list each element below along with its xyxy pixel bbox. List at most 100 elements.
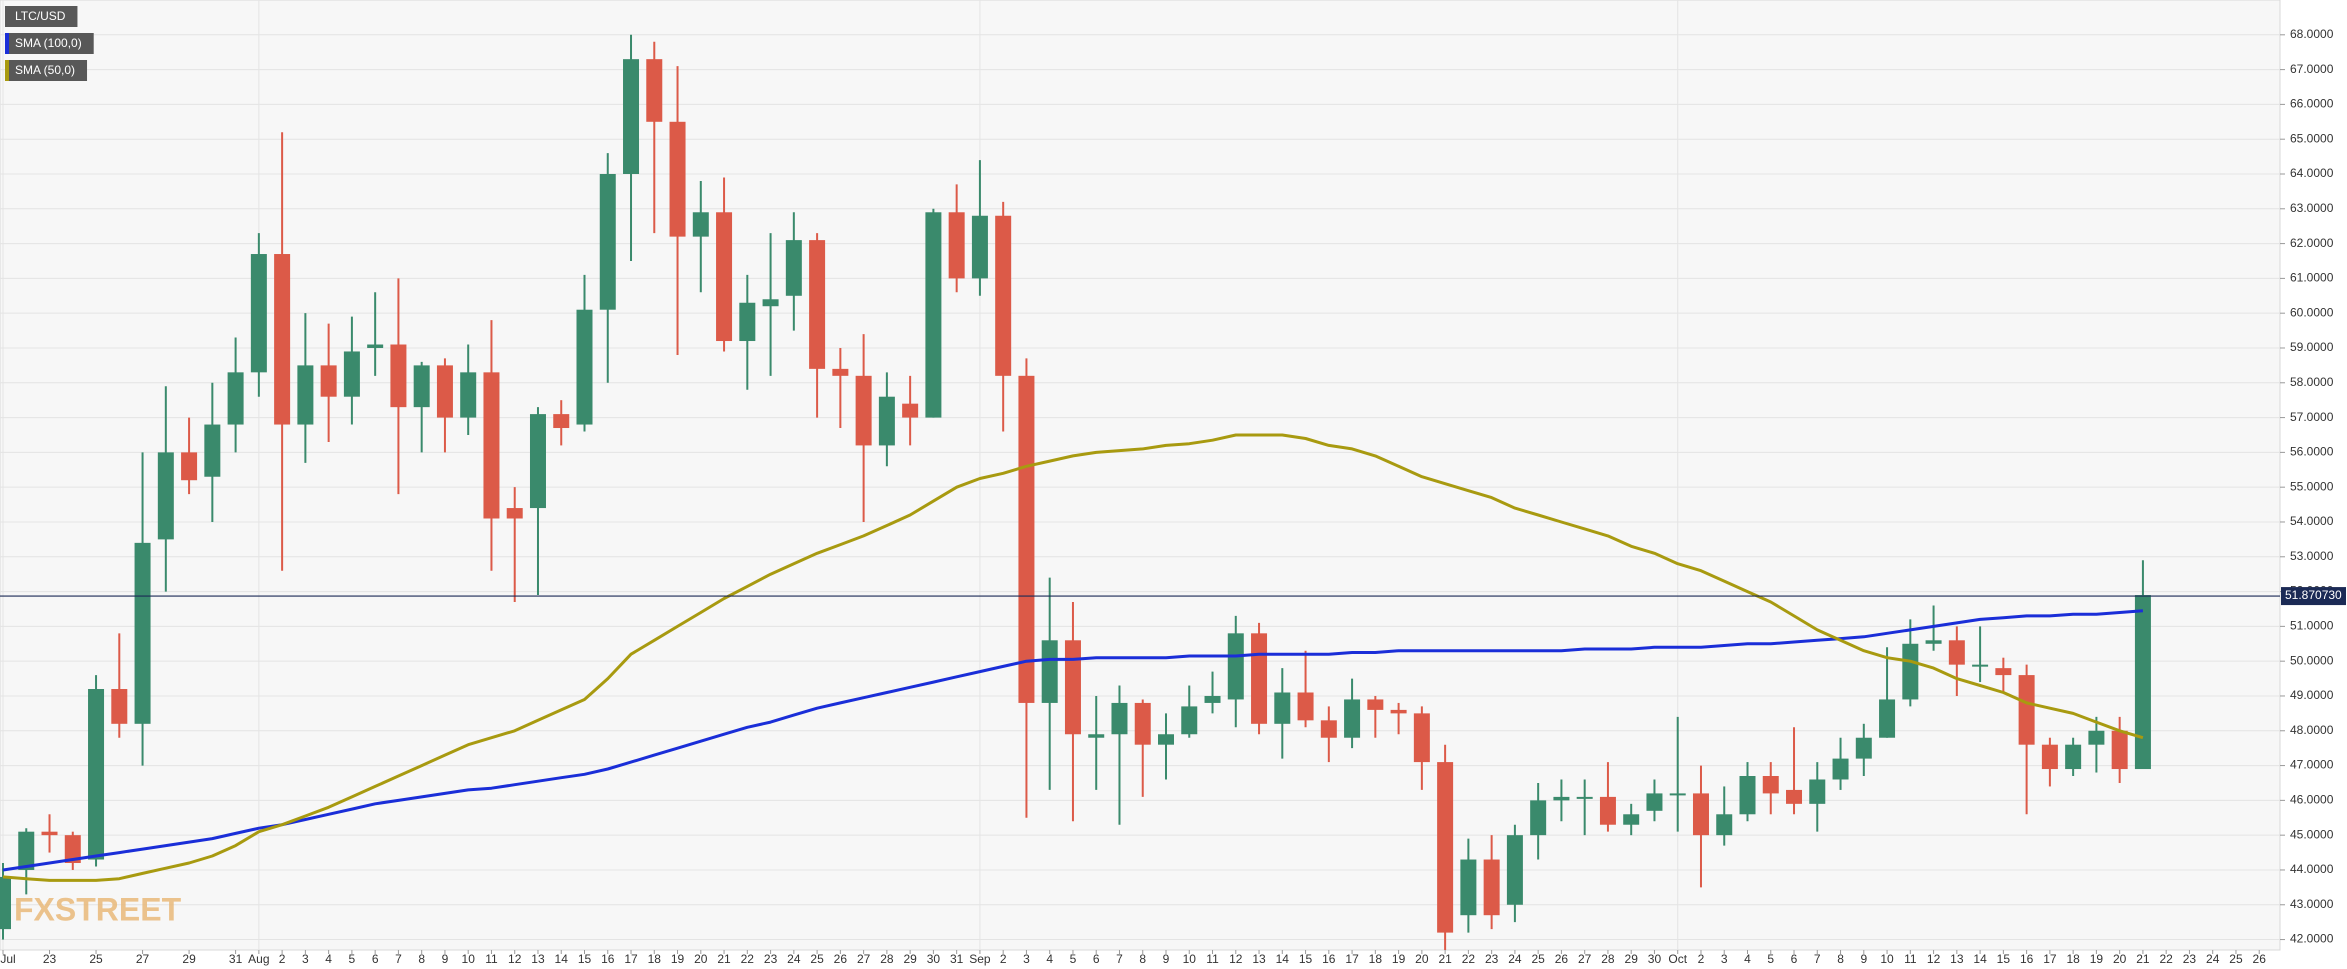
candle-body [1297,692,1314,721]
x-tick-label: 30 [1648,952,1662,966]
y-tick-label: 63.0000 [2290,201,2334,215]
x-tick-label: 7 [1116,952,1123,966]
y-tick-label: 51.0000 [2290,619,2334,633]
candle-body [1413,713,1430,763]
candle-body [1692,793,1709,836]
candle-body [1088,734,1105,738]
candle-body [390,344,407,408]
x-tick-label: 13 [1252,952,1266,966]
candle-body [1902,643,1919,700]
candle-body [1948,640,1965,665]
candle-body [181,452,198,481]
x-tick-label: 25 [810,952,824,966]
candle-body [436,365,453,418]
y-tick-label: 57.0000 [2290,410,2334,424]
legend-swatch [5,60,9,81]
candle-body [576,309,593,425]
x-tick-label: 16 [601,952,615,966]
y-tick-label: 55.0000 [2290,479,2334,493]
candle-body [1995,668,2012,676]
candle-body [1204,695,1221,703]
x-tick-label: 7 [395,952,402,966]
x-tick-label: 16 [1322,952,1336,966]
x-tick-label: 19 [671,952,685,966]
x-tick-label: 27 [857,952,871,966]
legend-box [5,6,78,27]
x-tick-label: 30 [927,952,941,966]
candle-body [320,365,337,397]
x-tick-label: 2 [279,952,286,966]
x-tick-label: 6 [372,952,379,966]
x-tick-label: 31 [950,952,964,966]
candle-body [1367,699,1384,710]
candle-body [1158,734,1174,745]
x-tick-label: 18 [648,952,662,966]
y-tick-label: 47.0000 [2290,758,2334,772]
legend-label: LTC/USD [15,9,66,23]
y-tick-label: 67.0000 [2290,62,2334,76]
legend-box [5,33,94,54]
x-tick-label: 18 [1369,952,1383,966]
x-tick-label: 2 [1000,952,1007,966]
x-tick-label: 25 [2229,952,2243,966]
x-tick-label: 15 [578,952,592,966]
candle-body [1623,814,1640,825]
x-tick-label: 5 [1767,952,1774,966]
x-tick-label: 10 [1880,952,1894,966]
x-tick-label: 29 [1625,952,1639,966]
x-tick-label: 21 [717,952,731,966]
candle-body [1739,776,1756,815]
y-tick-label: 43.0000 [2290,897,2334,911]
x-tick-label: 12 [508,952,522,966]
y-tick-label: 60.0000 [2290,305,2334,319]
y-tick-label: 68.0000 [2290,27,2334,41]
y-tick-label: 46.0000 [2290,793,2334,807]
grid [0,0,2280,950]
x-tick-label: 29 [903,952,917,966]
y-tick-label: 56.0000 [2290,445,2334,459]
candle-body [1227,633,1244,700]
y-tick-label: 61.0000 [2290,271,2334,285]
x-tick-label: 21 [1438,952,1452,966]
candle-body [553,414,570,429]
candle-body [948,212,965,279]
candle-body [0,876,11,930]
x-tick-label: 10 [462,952,476,966]
x-tick-label: 20 [2113,952,2127,966]
y-tick-label: 48.0000 [2290,723,2334,737]
candle-body [785,240,802,296]
candle-body [1460,859,1477,916]
candle-body [762,299,779,307]
candle-body [855,375,872,446]
x-tick-label: 27 [136,952,150,966]
candle-body [64,835,81,864]
x-tick-label: 22 [2160,952,2174,966]
x-tick-label: 17 [2043,952,2057,966]
x-tick-label: 7 [1814,952,1821,966]
y-tick-label: 59.0000 [2290,340,2334,354]
x-tick-label: 9 [1163,952,1170,966]
candle-body [1064,640,1081,735]
x-tick-label: Aug [248,952,269,966]
x-tick-label: 12 [1229,952,1243,966]
candle-body [483,372,500,519]
candle-body [1832,758,1849,780]
x-tick-label: 14 [555,952,569,966]
candle-body [41,831,58,836]
candle-body [1111,702,1128,735]
x-tick-label: 23 [764,952,778,966]
y-tick-label: 65.0000 [2290,131,2334,145]
candle-body [18,831,35,870]
candle-body [692,212,709,237]
x-tick-label: Jul [0,952,15,966]
candle-body [669,121,686,237]
candle-body [646,59,663,122]
x-tick-label: 28 [1601,952,1615,966]
x-tick-label: 26 [1555,952,1569,966]
x-tick-label: 23 [43,952,57,966]
candle-body [343,351,360,397]
x-tick-label: 15 [1299,952,1313,966]
y-tick-label: 62.0000 [2290,236,2334,250]
candle-body [1251,633,1268,724]
x-tick-label: 20 [694,952,708,966]
